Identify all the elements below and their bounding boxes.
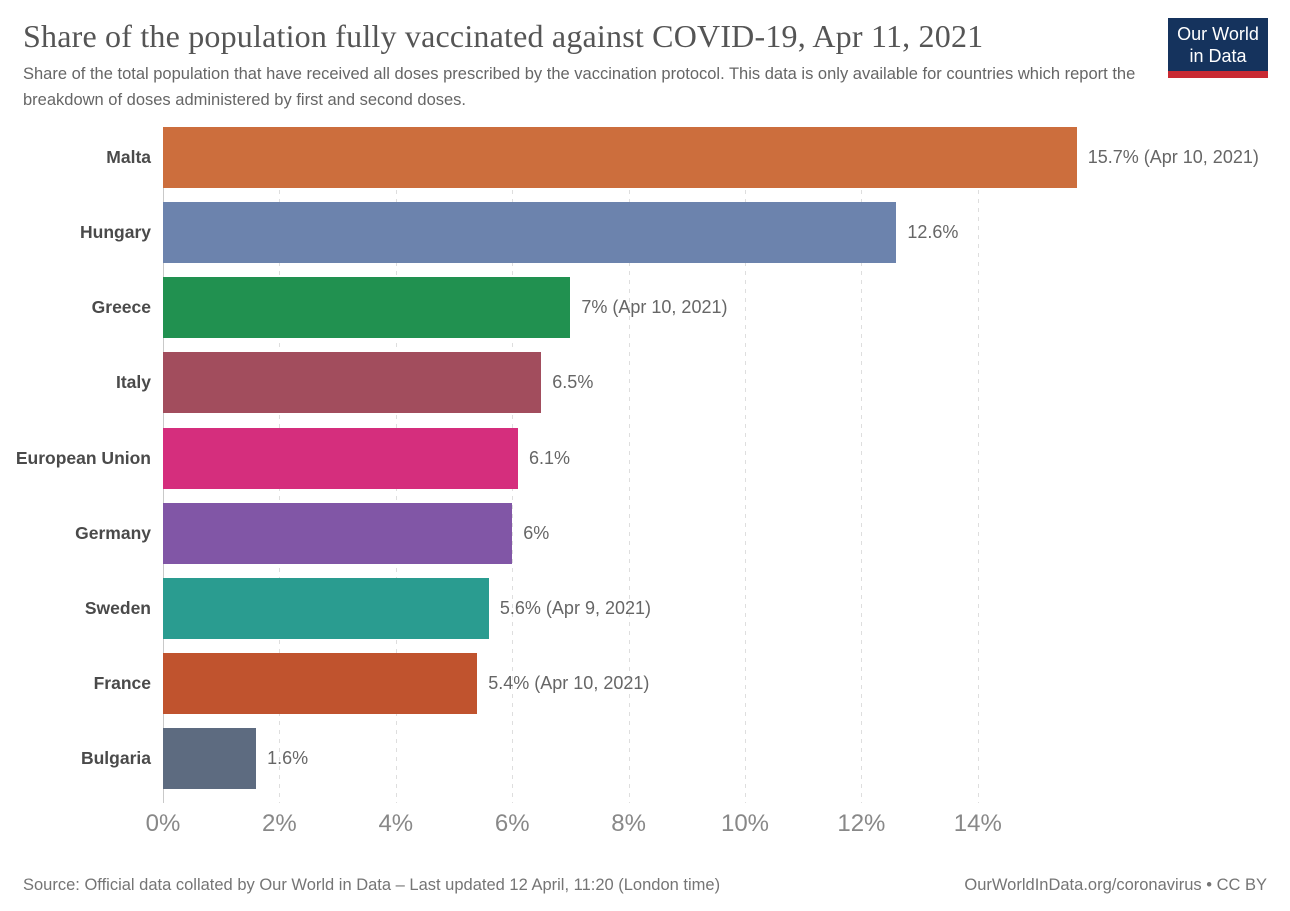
value-label-malta: 15.7% (Apr 10, 2021) [1087, 147, 1259, 167]
bar-bulgaria[interactable] [163, 728, 257, 790]
bar-row-sweden: Sweden 5.6% (Apr 9, 2021) [0, 577, 1290, 639]
gridline [977, 127, 979, 803]
value-label-italy: 6.5% [552, 372, 594, 393]
gridline [628, 127, 630, 803]
axis-tick-label: 6% [494, 810, 530, 837]
value-label-sweden: 5.6% (Apr 9, 2021) [499, 597, 651, 618]
bar-row-germany: Germany 6% [0, 502, 1290, 564]
owid-logo-text-line2: in Data [1189, 45, 1247, 66]
chart-title: Share of the population fully vaccinated… [23, 18, 984, 54]
bar-greece[interactable] [163, 277, 571, 339]
country-label-hungary: Hungary [80, 222, 151, 243]
bar-row-bulgaria: Bulgaria 1.6% [0, 728, 1290, 790]
axis-tick-label: 10% [720, 810, 770, 837]
bar-malta[interactable] [163, 127, 1077, 188]
country-label-germany: Germany [75, 522, 151, 543]
axis-tick-label: 4% [378, 810, 414, 837]
axis-tick-label: 8% [611, 810, 646, 837]
bar-hungary[interactable] [163, 202, 897, 264]
value-label-hungary: 12.6% [907, 222, 959, 243]
value-label-germany: 6% [523, 522, 550, 543]
axis-tick-label: 2% [262, 810, 297, 837]
bar-italy[interactable] [163, 352, 542, 414]
axis-tick-label: 0% [145, 810, 181, 837]
axis-tick-label: 12% [837, 810, 886, 837]
bar-france[interactable] [163, 652, 478, 714]
owid-logo-text-line1: Our World [1177, 23, 1259, 44]
bar-chart: 0% 2% 4% 6% 8% 10% 12% 14% Malta 15.7% (Apr 10, 2… [0, 127, 1290, 847]
value-label-bulgaria: 1.6% [267, 748, 309, 769]
chart-subtitle: Share of the total population that have … [23, 65, 1136, 109]
country-label-european-union: European Union [15, 447, 151, 468]
source-note: Source: Official data collated by Our Wo… [23, 876, 721, 894]
owid-logo-stripe [1168, 71, 1268, 78]
gridline [745, 127, 746, 803]
bar-sweden[interactable] [163, 577, 489, 639]
country-label-france: France [93, 672, 151, 693]
footer-link[interactable]: OurWorldInData.org/coronavirus • CC BY [964, 876, 1267, 894]
bar-european-union[interactable] [163, 427, 519, 489]
country-label-sweden: Sweden [84, 597, 151, 618]
bar-row-france: France 5.4% (Apr 10, 2021) [0, 652, 1290, 714]
bar-row-malta: Malta 15.7% (Apr 10, 2021) [0, 127, 1290, 188]
bar-germany[interactable] [163, 502, 513, 564]
bar-row-italy: Italy 6.5% [0, 352, 1290, 414]
owid-logo[interactable]: Our World in Data [1168, 18, 1268, 78]
bar-row-greece: Greece 7% (Apr 10, 2021) [0, 277, 1290, 339]
axis-tick-label: 14% [953, 810, 1002, 837]
value-label-european-union: 6.1% [529, 447, 571, 468]
bar-row-hungary: Hungary 12.6% [0, 202, 1290, 264]
value-label-greece: 7% (Apr 10, 2021) [581, 297, 728, 318]
country-label-malta: Malta [106, 147, 151, 167]
country-label-greece: Greece [91, 297, 151, 318]
gridline [861, 127, 863, 803]
bar-row-european-union: European Union 6.1% [0, 427, 1290, 489]
country-label-italy: Italy [115, 372, 151, 393]
country-label-bulgaria: Bulgaria [80, 748, 151, 769]
value-label-france: 5.4% (Apr 10, 2021) [488, 672, 650, 693]
